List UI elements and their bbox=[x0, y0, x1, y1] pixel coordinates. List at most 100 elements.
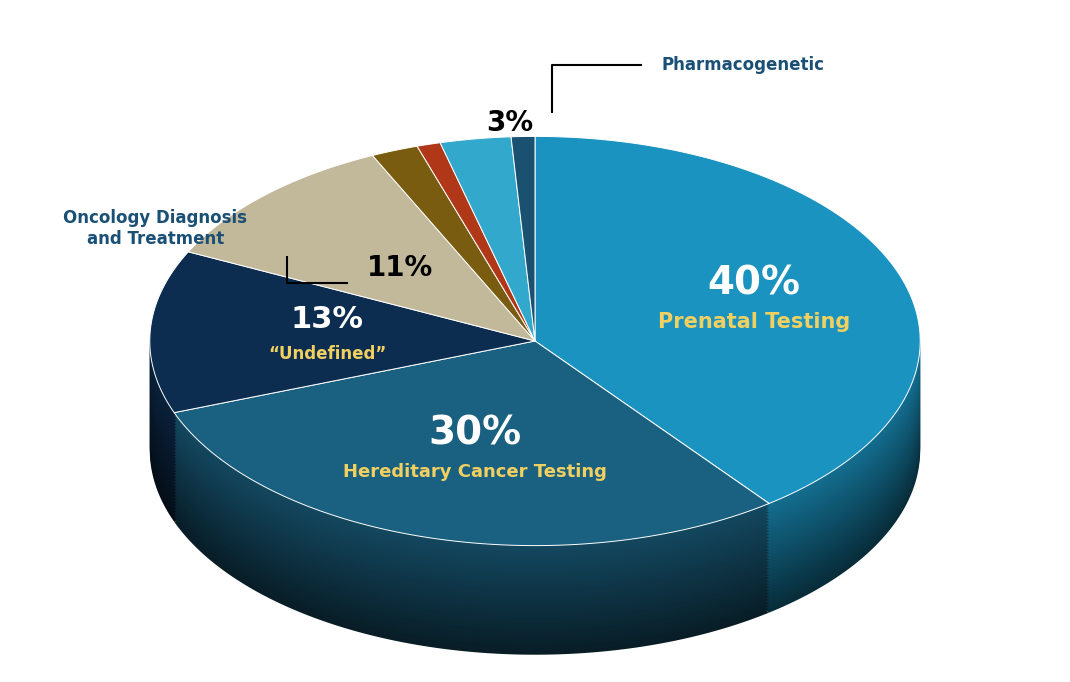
Polygon shape bbox=[440, 146, 535, 351]
Polygon shape bbox=[417, 211, 535, 410]
Polygon shape bbox=[511, 158, 535, 363]
Polygon shape bbox=[417, 246, 535, 444]
Polygon shape bbox=[188, 177, 535, 363]
Polygon shape bbox=[372, 165, 535, 359]
Polygon shape bbox=[511, 233, 535, 438]
Polygon shape bbox=[174, 366, 769, 571]
Polygon shape bbox=[511, 239, 535, 444]
Polygon shape bbox=[188, 187, 535, 372]
Polygon shape bbox=[511, 230, 535, 434]
Polygon shape bbox=[372, 171, 535, 366]
Polygon shape bbox=[188, 168, 535, 353]
Polygon shape bbox=[511, 192, 535, 397]
Polygon shape bbox=[535, 218, 920, 584]
Polygon shape bbox=[511, 246, 535, 450]
Polygon shape bbox=[150, 286, 535, 447]
Polygon shape bbox=[150, 280, 535, 441]
Polygon shape bbox=[188, 155, 535, 341]
Polygon shape bbox=[150, 358, 535, 518]
Polygon shape bbox=[440, 246, 535, 450]
Polygon shape bbox=[535, 149, 920, 516]
Polygon shape bbox=[188, 246, 535, 432]
Polygon shape bbox=[372, 231, 535, 425]
Polygon shape bbox=[174, 372, 769, 577]
Polygon shape bbox=[174, 410, 769, 614]
Polygon shape bbox=[511, 196, 535, 400]
Polygon shape bbox=[150, 327, 535, 488]
Polygon shape bbox=[440, 162, 535, 366]
Polygon shape bbox=[440, 159, 535, 363]
Polygon shape bbox=[417, 227, 535, 425]
Polygon shape bbox=[511, 168, 535, 372]
Polygon shape bbox=[417, 149, 535, 347]
Polygon shape bbox=[440, 193, 535, 397]
Polygon shape bbox=[150, 317, 535, 478]
Polygon shape bbox=[535, 202, 920, 569]
Polygon shape bbox=[535, 170, 920, 538]
Polygon shape bbox=[372, 199, 535, 394]
Polygon shape bbox=[174, 397, 769, 602]
Polygon shape bbox=[417, 180, 535, 379]
Polygon shape bbox=[150, 308, 535, 469]
Polygon shape bbox=[511, 202, 535, 406]
Polygon shape bbox=[174, 434, 769, 639]
Polygon shape bbox=[417, 214, 535, 413]
Polygon shape bbox=[440, 137, 535, 341]
Polygon shape bbox=[150, 258, 535, 419]
Polygon shape bbox=[188, 162, 535, 347]
Polygon shape bbox=[535, 183, 920, 550]
Polygon shape bbox=[511, 164, 535, 369]
Polygon shape bbox=[174, 413, 769, 617]
Text: “Undefined”: “Undefined” bbox=[268, 344, 386, 363]
Polygon shape bbox=[511, 174, 535, 379]
Polygon shape bbox=[372, 183, 535, 379]
Polygon shape bbox=[511, 170, 535, 375]
Polygon shape bbox=[511, 224, 535, 428]
Polygon shape bbox=[440, 209, 535, 413]
Polygon shape bbox=[440, 149, 535, 353]
Polygon shape bbox=[417, 177, 535, 375]
Polygon shape bbox=[188, 193, 535, 379]
Polygon shape bbox=[440, 218, 535, 422]
Polygon shape bbox=[372, 203, 535, 397]
Polygon shape bbox=[511, 220, 535, 425]
Polygon shape bbox=[372, 221, 535, 416]
Polygon shape bbox=[174, 359, 769, 564]
Polygon shape bbox=[417, 233, 535, 432]
Polygon shape bbox=[535, 233, 920, 600]
Polygon shape bbox=[150, 345, 535, 506]
Polygon shape bbox=[188, 215, 535, 400]
Polygon shape bbox=[440, 239, 535, 444]
Polygon shape bbox=[150, 267, 535, 428]
Polygon shape bbox=[440, 181, 535, 385]
Polygon shape bbox=[150, 342, 535, 503]
Polygon shape bbox=[188, 174, 535, 359]
Polygon shape bbox=[511, 208, 535, 413]
Polygon shape bbox=[188, 239, 535, 425]
Polygon shape bbox=[188, 183, 535, 369]
Polygon shape bbox=[417, 183, 535, 381]
Polygon shape bbox=[174, 447, 769, 651]
Polygon shape bbox=[511, 186, 535, 391]
Polygon shape bbox=[174, 432, 769, 636]
Polygon shape bbox=[188, 261, 535, 447]
Polygon shape bbox=[372, 175, 535, 369]
Polygon shape bbox=[440, 224, 535, 428]
Polygon shape bbox=[174, 375, 769, 580]
Polygon shape bbox=[150, 305, 535, 466]
Polygon shape bbox=[511, 198, 535, 403]
Polygon shape bbox=[188, 258, 535, 444]
Polygon shape bbox=[417, 199, 535, 397]
Polygon shape bbox=[372, 211, 535, 406]
Polygon shape bbox=[174, 406, 769, 611]
Polygon shape bbox=[535, 224, 920, 591]
Polygon shape bbox=[417, 205, 535, 403]
Polygon shape bbox=[417, 146, 535, 344]
Polygon shape bbox=[150, 293, 535, 453]
Polygon shape bbox=[535, 227, 920, 594]
Polygon shape bbox=[440, 237, 535, 441]
Polygon shape bbox=[174, 438, 769, 642]
Polygon shape bbox=[417, 196, 535, 394]
Polygon shape bbox=[150, 352, 535, 512]
Polygon shape bbox=[372, 177, 535, 372]
